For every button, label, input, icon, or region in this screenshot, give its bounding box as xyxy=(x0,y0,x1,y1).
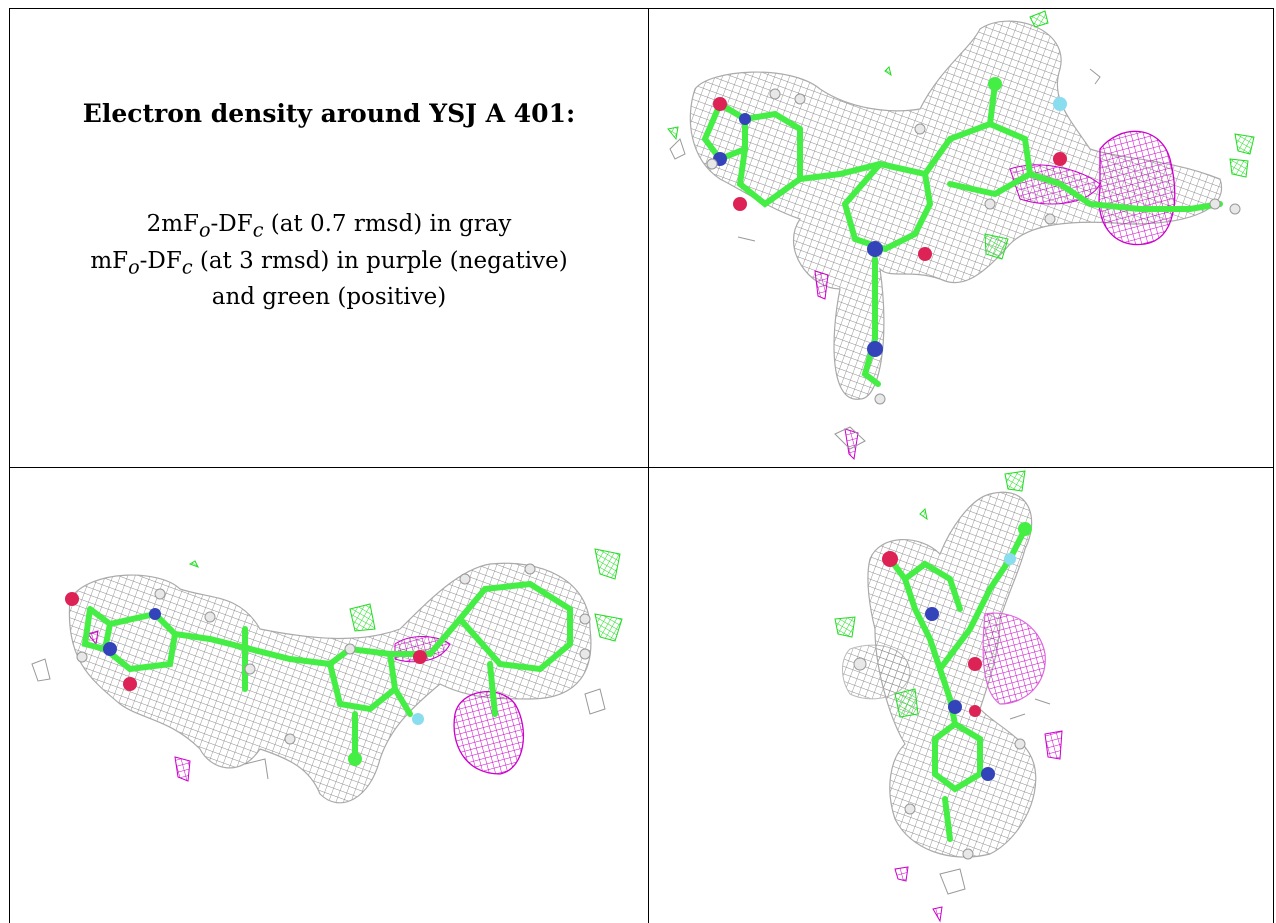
hydrogen-atom xyxy=(1044,213,1056,225)
density-view-top-right xyxy=(650,9,1274,467)
density-view-bottom-left xyxy=(10,469,648,923)
green-mesh-fragments xyxy=(188,548,623,642)
gray-mesh-fragments xyxy=(669,68,1101,450)
chlorine-atom xyxy=(348,752,362,766)
hydrogen-atom xyxy=(904,803,916,815)
purple-mesh-fragments xyxy=(894,730,1063,923)
caption-cell: Electron density around YSJ A 401: 2mFo-… xyxy=(10,9,648,467)
column-divider xyxy=(648,8,650,923)
gray-mesh-fragments xyxy=(939,698,1051,895)
nitrogen-atom xyxy=(867,341,883,357)
hydrogen-atom xyxy=(579,648,591,660)
oxygen-atom xyxy=(918,247,932,261)
hydrogen-atom xyxy=(284,733,296,745)
green-mesh-fragments xyxy=(667,10,1255,260)
purple-mesh-blob xyxy=(453,691,525,775)
caption-line2-mid: -DF xyxy=(139,247,182,274)
nitrogen-atom xyxy=(739,113,751,125)
caption-line1-mid: -DF xyxy=(210,211,253,237)
oxygen-atom xyxy=(65,592,79,606)
caption-line1-sub2: c xyxy=(252,218,264,242)
figure-caption: 2mFo-DFc (at 0.7 rmsd) in gray mFo-DFc (… xyxy=(10,209,648,313)
oxygen-atom xyxy=(413,650,427,664)
purple-mesh-blob xyxy=(982,612,1046,705)
purple-mesh-blob xyxy=(1098,130,1176,246)
hydrogen-atom xyxy=(524,563,536,575)
gray-mesh-fragments xyxy=(31,658,606,780)
green-mesh-fragments xyxy=(834,470,1026,718)
nitrogen-atom xyxy=(948,700,962,714)
chlorine-atom xyxy=(988,77,1002,91)
hydrogen-atom xyxy=(794,93,806,105)
caption-line1-pre: 2mF xyxy=(146,211,199,237)
caption-line1-sub1: o xyxy=(198,218,211,242)
oxygen-atom xyxy=(882,551,898,567)
row-divider xyxy=(9,467,1274,469)
oxygen-atom xyxy=(733,197,747,211)
density-render-3 xyxy=(834,470,1063,923)
nitrogen-atom xyxy=(925,607,939,621)
nitrogen-atom xyxy=(867,241,883,257)
oxygen-atom xyxy=(1053,152,1067,166)
caption-line-green: and green (positive) xyxy=(211,284,447,311)
hydrogen-atom xyxy=(344,643,356,655)
density-render-1 xyxy=(667,10,1255,461)
chlorine-atom xyxy=(1018,522,1032,536)
hydrogen-atom xyxy=(853,657,867,671)
oxygen-atom xyxy=(713,97,727,111)
caption-line2-sub1: o xyxy=(128,255,140,279)
fluorine-atom xyxy=(412,713,424,725)
figure-title: Electron density around YSJ A 401: xyxy=(82,99,576,128)
hydrogen-atom xyxy=(579,613,591,625)
fluorine-atom xyxy=(1053,97,1067,111)
oxygen-atom xyxy=(968,657,982,671)
density-render-2 xyxy=(31,548,623,804)
gray-mesh-envelope xyxy=(689,20,1223,400)
hydrogen-atom xyxy=(962,848,974,860)
oxygen-atom xyxy=(123,677,137,691)
nitrogen-atom xyxy=(103,642,117,656)
purple-mesh-fragments xyxy=(814,270,859,461)
ligand-atoms xyxy=(65,563,591,766)
caption-line2-post: (at 3 rmsd) in purple (negative) xyxy=(192,247,568,274)
hydrogen-atom xyxy=(914,123,926,135)
ligand-bonds xyxy=(701,81,1223,387)
hydrogen-atom xyxy=(204,611,216,623)
fluorine-atom xyxy=(1004,553,1016,565)
caption-line-difference: mFo-DFc (at 3 rmsd) in purple (negative) xyxy=(10,246,648,283)
hydrogen-atom xyxy=(1014,738,1026,750)
ligand-atoms xyxy=(706,77,1241,405)
nitrogen-atom xyxy=(981,767,995,781)
figure-table xyxy=(9,8,1274,923)
hydrogen-atom xyxy=(76,651,88,663)
density-view-bottom-right xyxy=(650,469,1274,923)
hydrogen-atom xyxy=(874,393,886,405)
hydrogen-atom xyxy=(1209,198,1221,210)
hydrogen-atom xyxy=(459,573,471,585)
caption-line2-pre: mF xyxy=(90,247,129,274)
hydrogen-atom xyxy=(244,663,256,675)
ligand-atoms xyxy=(853,522,1032,860)
caption-line1-post: (at 0.7 rmsd) in gray xyxy=(263,211,512,237)
hydrogen-atom xyxy=(1229,203,1241,215)
hydrogen-atom xyxy=(154,588,166,600)
hydrogen-atom xyxy=(706,158,718,170)
oxygen-atom xyxy=(969,705,981,717)
hydrogen-atom xyxy=(769,88,781,100)
nitrogen-atom xyxy=(149,608,161,620)
caption-line-gray: 2mFo-DFc (at 0.7 rmsd) in gray xyxy=(10,209,648,246)
hydrogen-atom xyxy=(984,198,996,210)
purple-mesh-fragments xyxy=(87,630,191,782)
caption-line2-sub2: c xyxy=(181,255,193,279)
